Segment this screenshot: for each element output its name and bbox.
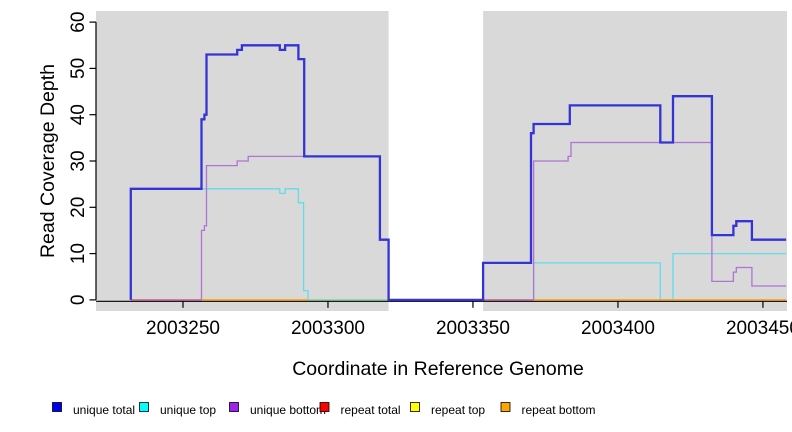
y-tick-label: 60 <box>68 12 89 33</box>
x-tick-label: 2003450 <box>726 318 792 339</box>
legend-label-unique-bottom: unique bottom <box>250 403 326 417</box>
x-tick-label: 2003400 <box>581 318 655 339</box>
x-tick-label: 2003350 <box>436 318 510 339</box>
y-tick-label: 50 <box>68 58 89 79</box>
legend-swatch-unique-bottom <box>229 402 239 412</box>
legend-label-unique-top: unique top <box>160 403 216 417</box>
legend-label-repeat-top: repeat top <box>431 403 485 417</box>
y-tick-label: 0 <box>68 295 89 306</box>
legend-swatch-unique-total <box>52 402 62 412</box>
legend-label-repeat-bottom: repeat bottom <box>522 403 596 417</box>
legend-swatch-repeat-total <box>319 402 330 412</box>
legend-swatch-repeat-bottom <box>500 402 511 412</box>
x-tick-label: 2003300 <box>291 318 365 339</box>
no-data-band <box>388 11 484 311</box>
x-axis-title: Coordinate in Reference Genome <box>292 358 584 380</box>
y-tick-label: 30 <box>68 150 89 171</box>
x-tick-label: 2003250 <box>146 318 220 339</box>
legend-swatch-unique-top <box>139 402 149 412</box>
y-tick-label: 20 <box>68 197 89 218</box>
series-unique-total-line <box>129 44 787 302</box>
legend-label-unique-total: unique total <box>73 403 135 417</box>
series-unique-bottom-line <box>532 141 787 300</box>
legend-swatch-repeat-top <box>410 402 420 412</box>
legend-label-repeat-total: repeat total <box>341 403 401 417</box>
y-tick-label: 40 <box>68 104 89 125</box>
y-tick-label: 10 <box>68 243 89 264</box>
y-axis-title: Read Coverage Depth <box>37 63 59 259</box>
